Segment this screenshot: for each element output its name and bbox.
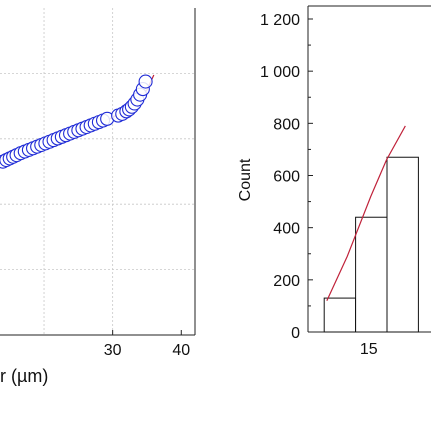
histogram-y-ticks: 0 200 400 600 800 1 000 1 200 — [260, 12, 313, 342]
scatter-x-ticks: 30 40 — [104, 330, 190, 359]
histogram-y-tick-label: 400 — [273, 221, 300, 238]
scatter-points — [0, 74, 153, 169]
histogram-y-tick-label: 800 — [273, 116, 300, 133]
histogram-y-tick-label: 0 — [291, 325, 300, 342]
scatter-x-axis-label: r (µm) — [0, 366, 48, 386]
histogram-fit-curve — [326, 125, 406, 301]
histogram-y-tick-label: 1 000 — [260, 64, 300, 81]
histogram-bar — [355, 216, 388, 333]
histogram-bar — [386, 156, 419, 333]
scatter-x-tick-label: 30 — [104, 342, 122, 359]
histogram-y-tick-label: 600 — [273, 169, 300, 186]
scatter-x-tick-label: 40 — [172, 342, 190, 359]
histogram-y-axis-label: Count — [237, 158, 254, 201]
histogram-panel: 0 200 400 600 800 1 000 1 200 15 Count — [237, 5, 431, 358]
histogram-x-tick-label: 15 — [360, 341, 378, 358]
scatter-point — [138, 74, 153, 89]
histogram-y-tick-label: 1 200 — [260, 12, 300, 29]
scatter-grid — [0, 8, 195, 335]
histogram-bar — [323, 297, 357, 333]
histogram-y-tick-label: 200 — [273, 273, 300, 290]
histogram-bars — [323, 156, 419, 333]
scatter-panel: 30 40 r (µm) — [0, 8, 196, 386]
